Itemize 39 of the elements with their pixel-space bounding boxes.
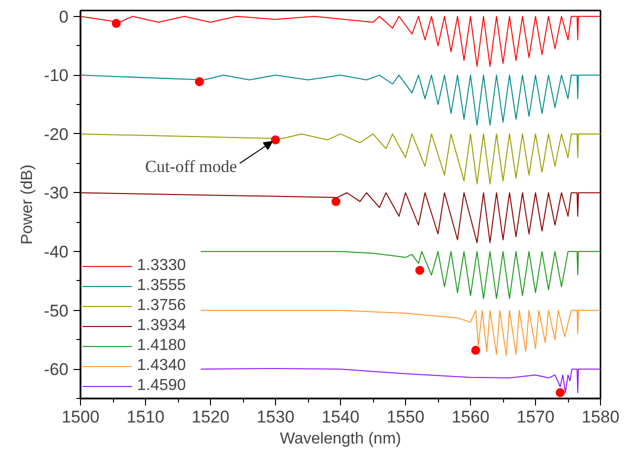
legend-label: 1.3555 (137, 277, 186, 295)
y-tick-label: -20 (44, 124, 69, 144)
point (331, 197, 340, 206)
y-tick-label: 0 (59, 7, 69, 26)
line-series (200, 251, 600, 300)
y-tick-label: -60 (44, 360, 69, 380)
legend-label: 1.4340 (137, 357, 186, 375)
line-series (80, 133, 600, 184)
x-tick-label: 1580 (582, 408, 620, 426)
y-tick-label: -40 (44, 242, 69, 262)
line-series (80, 16, 600, 67)
point (112, 18, 121, 28)
point (415, 266, 424, 275)
x-tick-label: 1500 (62, 408, 100, 426)
x-tick-label: 1570 (516, 408, 554, 426)
legend-label: 1.4180 (137, 337, 186, 355)
x-axis-title: Wavelength (nm) (280, 430, 402, 448)
line-series (80, 192, 600, 244)
point (271, 135, 280, 144)
point (471, 346, 480, 355)
line-series (80, 74, 600, 126)
legend-label: 1.4590 (137, 377, 186, 395)
line-series (200, 310, 600, 356)
y-axis-title: Power (dB) (18, 164, 36, 245)
x-tick-label: 1520 (192, 408, 230, 426)
y-tick-label: -30 (44, 184, 69, 203)
y-tick-label: -10 (44, 66, 69, 86)
x-tick-label: 1550 (386, 408, 424, 426)
x-tick-label: 1540 (322, 408, 360, 426)
legend-label: 1.3756 (137, 297, 186, 315)
point (556, 388, 565, 398)
x-tick-label: 1530 (256, 408, 294, 426)
legend-label: 1.3330 (137, 257, 186, 275)
x-tick-label: 1560 (452, 408, 490, 426)
legend-label: 1.3934 (137, 317, 186, 335)
point (194, 77, 204, 86)
y-tick-label: -50 (44, 301, 69, 320)
x-tick-label: 1510 (126, 408, 164, 426)
annotation: Cut-off mode (145, 156, 237, 176)
